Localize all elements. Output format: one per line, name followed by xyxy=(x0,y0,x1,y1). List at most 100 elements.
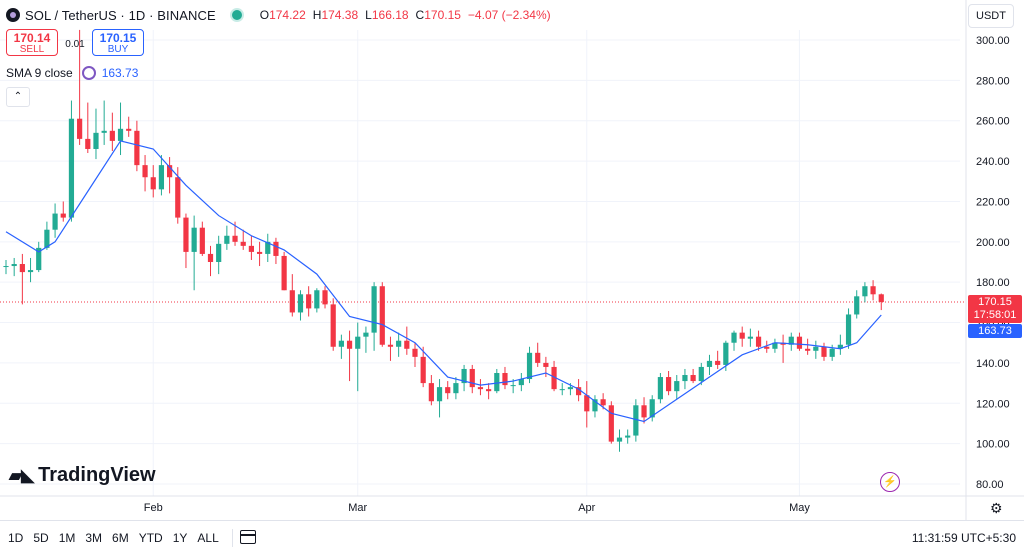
candle-body-up xyxy=(706,360,713,367)
candle-body-down xyxy=(878,294,884,303)
buy-label: BUY xyxy=(107,44,129,55)
y-tick-label: 140.00 xyxy=(976,358,1010,370)
collapse-chevron-icon[interactable]: ⌃ xyxy=(6,87,30,107)
sell-label: SELL xyxy=(19,44,45,55)
candle-body-up xyxy=(625,435,631,438)
candle-body-down xyxy=(608,405,614,442)
candle-body-up xyxy=(633,405,639,436)
candle-body-up xyxy=(494,373,500,392)
candle-body-down xyxy=(641,405,647,418)
candle-body-down xyxy=(576,387,582,396)
tradingview-logo[interactable]: ▰◣ TradingView xyxy=(9,464,156,487)
x-tick-label: Feb xyxy=(144,502,163,514)
candle-body-down xyxy=(755,336,762,347)
candle-body-up xyxy=(731,332,737,343)
range-button-6m[interactable]: 6M xyxy=(112,531,129,545)
sell-button[interactable]: 170.14 SELL xyxy=(6,29,58,56)
open-label: O xyxy=(259,8,270,22)
sma-value: 163.73 xyxy=(101,66,139,80)
y-tick-label: 220.00 xyxy=(976,196,1010,208)
candle-body-down xyxy=(134,130,140,166)
candle-body-down xyxy=(551,366,557,390)
candle-body-up xyxy=(216,243,222,262)
candle-body-up xyxy=(11,264,17,267)
range-button-1m[interactable]: 1M xyxy=(58,531,76,545)
candle-body-up xyxy=(158,165,165,190)
sell-price: 170.14 xyxy=(13,31,51,45)
buy-button[interactable]: 170.15 BUY xyxy=(92,29,144,56)
y-tick-label: 260.00 xyxy=(976,116,1010,128)
time-range-selector: 1D 5D 1M 3M 6M YTD 1Y ALL xyxy=(4,529,256,547)
candle-body-up xyxy=(657,377,663,400)
candle-body-up xyxy=(68,118,75,218)
close-value: 170.15 xyxy=(424,8,461,22)
candle-body-up xyxy=(559,389,565,391)
candle-body-down xyxy=(543,362,549,367)
candle-body-down xyxy=(805,348,811,351)
range-button-1d[interactable]: 1D xyxy=(8,531,24,545)
candle-body-up xyxy=(224,235,230,244)
candle-body-down xyxy=(281,255,287,291)
candle-body-down xyxy=(19,264,25,273)
y-tick-label: 180.00 xyxy=(976,277,1010,289)
spread-value: 0.01 xyxy=(65,39,85,50)
candle-body-up xyxy=(649,399,655,418)
candle-body-down xyxy=(428,383,434,402)
candle-body-down xyxy=(126,128,132,131)
candle-body-up xyxy=(854,296,860,315)
candle-body-down xyxy=(690,375,696,382)
bar-countdown: 17:58:01 xyxy=(973,309,1017,321)
sma-label: SMA 9 close xyxy=(6,66,73,80)
candle-body-down xyxy=(330,304,336,347)
candle-body-up xyxy=(526,352,533,380)
candle-body-up xyxy=(567,387,574,390)
candle-body-down xyxy=(739,332,745,339)
range-button-ytd[interactable]: YTD xyxy=(138,531,163,545)
symbol-header: SOL / TetherUS · 1D · BINANCE O174.22 H1… xyxy=(6,6,551,24)
ohlc-values: O174.22 H174.38 L166.18 C170.15 −4.07 (−… xyxy=(260,8,551,22)
calendar-range-icon[interactable] xyxy=(239,530,256,544)
settings-icon[interactable]: ⚙ xyxy=(990,500,1003,516)
candle-body-down xyxy=(248,245,254,252)
y-tick-label: 240.00 xyxy=(976,156,1010,168)
price-chart[interactable]: 300.00 280.00 260.00 240.00 220.00 200.00 180.… xyxy=(0,0,1024,520)
market-status-icon[interactable] xyxy=(229,8,244,22)
candle-body-up xyxy=(698,366,704,382)
y-tick-label: 100.00 xyxy=(976,439,1010,451)
candle-body-down xyxy=(240,241,246,246)
candle-body-up xyxy=(371,286,377,333)
candle-body-up xyxy=(723,342,729,365)
low-label: L xyxy=(365,8,372,22)
candle-body-down xyxy=(175,177,181,218)
candle-body-up xyxy=(772,342,778,349)
currency-dropdown[interactable]: USDT xyxy=(968,4,1014,28)
candle-body-up xyxy=(27,270,34,273)
sma-legend[interactable]: SMA 9 close 163.73 xyxy=(6,66,138,80)
last-price-tag: 170.15 17:58:01 xyxy=(968,295,1022,323)
candle-body-down xyxy=(821,346,827,357)
range-button-1y[interactable]: 1Y xyxy=(172,531,188,545)
high-label: H xyxy=(312,8,322,22)
clock[interactable]: 11:31:59 UTC+5:30 xyxy=(911,531,1016,545)
candle-body-up xyxy=(747,336,753,339)
tradingview-logo-icon: ▰◣ xyxy=(9,465,34,485)
indicator-settings-icon[interactable] xyxy=(81,66,96,80)
candle-body-down xyxy=(469,368,475,388)
symbol-title[interactable]: SOL / TetherUS · 1D · BINANCE xyxy=(25,7,216,23)
low-value: 166.18 xyxy=(371,8,409,22)
range-button-5d[interactable]: 5D xyxy=(33,531,49,545)
range-button-all[interactable]: ALL xyxy=(197,531,219,545)
change-value: −4.07 (−2.34%) xyxy=(467,8,551,22)
candle-body-up xyxy=(453,383,459,394)
candle-body-up xyxy=(297,294,304,313)
candle-body-up xyxy=(93,132,99,149)
trade-buttons: 170.14 SELL 0.01 170.15 BUY xyxy=(6,29,144,56)
lightning-icon[interactable]: ⚡ xyxy=(880,472,900,492)
toolbar-divider xyxy=(231,529,233,547)
candle-body-up xyxy=(461,368,467,384)
candle-body-up xyxy=(191,227,197,252)
range-button-3m[interactable]: 3M xyxy=(85,531,103,545)
candle-body-down xyxy=(232,235,238,242)
candle-body-down xyxy=(584,395,590,412)
